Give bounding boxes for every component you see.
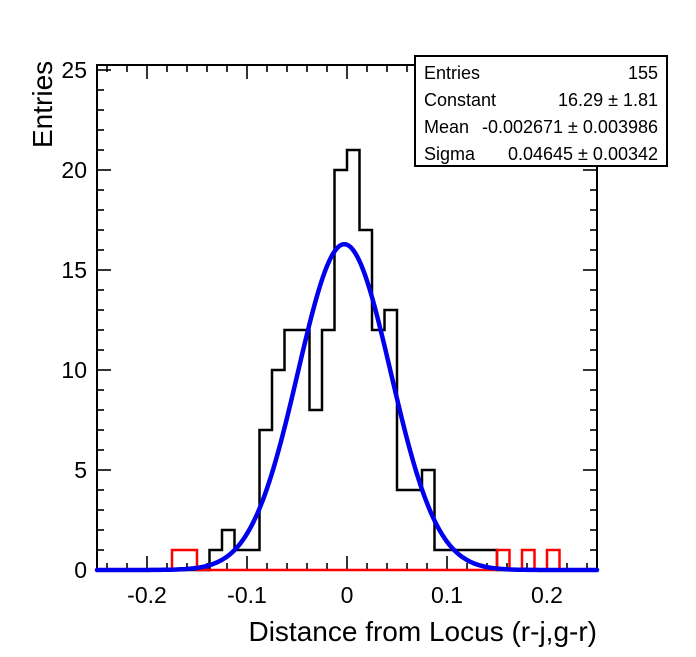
x-tick-label: 0.2 — [531, 582, 563, 608]
y-tick-label: 15 — [61, 257, 87, 283]
stats-entries-value: 155 — [628, 63, 658, 83]
x-tick-label: -0.2 — [127, 582, 167, 608]
stats-box-frame — [414, 55, 668, 167]
stats-constant-value: 16.29 ± 1.81 — [558, 90, 658, 110]
stats-sigma-label: Sigma — [424, 144, 476, 164]
y-tick-label: 20 — [61, 157, 87, 183]
stats-constant-label: Constant — [424, 90, 496, 110]
x-tick-labels: -0.2 -0.1 0 0.1 0.2 — [127, 582, 563, 608]
y-tick-label: 10 — [61, 357, 87, 383]
stats-entries-label: Entries — [424, 63, 480, 83]
y-tick-label: 0 — [74, 557, 87, 583]
stats-mean-value: -0.002671 ± 0.003986 — [482, 117, 658, 137]
x-tick-label: -0.1 — [227, 582, 267, 608]
stats-box: Entries 155 Constant 16.29 ± 1.81 Mean -… — [414, 55, 668, 167]
y-axis-title: Entries — [27, 61, 58, 148]
y-tick-label: 5 — [74, 457, 87, 483]
x-tick-label: 0 — [341, 582, 354, 608]
stats-mean-label: Mean — [424, 117, 469, 137]
gaussian-fit-curve — [94, 241, 600, 573]
y-tick-label: 25 — [61, 57, 87, 83]
x-tick-label: 0.1 — [431, 582, 463, 608]
x-axis-title: Distance from Locus (r-j,g-r) — [248, 616, 597, 647]
stats-sigma-value: 0.04645 ± 0.00342 — [508, 144, 658, 164]
main-histogram-line — [97, 148, 597, 572]
histogram-series — [94, 148, 600, 573]
y-tick-labels: 0 5 10 15 20 25 — [61, 57, 87, 583]
